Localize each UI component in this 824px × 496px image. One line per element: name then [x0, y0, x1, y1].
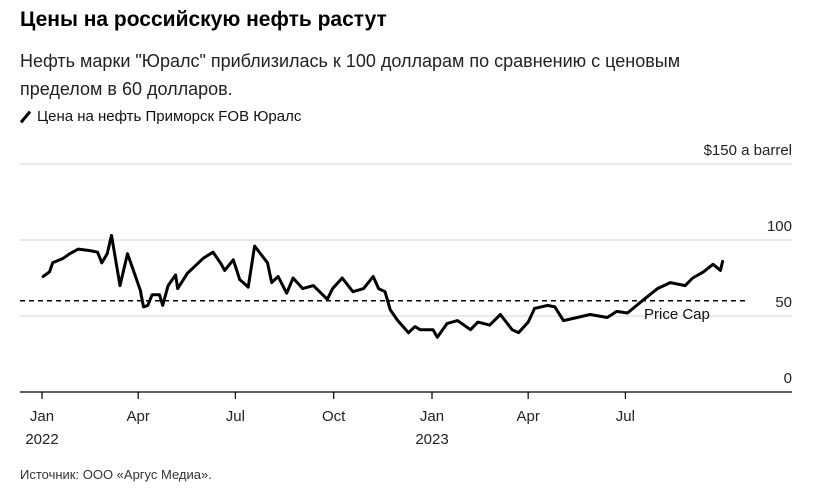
source-note: Источник: ООО «Аргус Медиа».	[20, 467, 212, 482]
price-series-line	[41, 233, 725, 339]
x-tick-year-label: 2023	[415, 431, 448, 448]
x-tick-label: Apr	[516, 408, 539, 425]
y-tick-label: 0	[784, 370, 792, 387]
y-tick-label: $150 a barrel	[704, 142, 792, 159]
x-tick-label: Jan	[420, 408, 444, 425]
x-tick-year-label: 2022	[25, 431, 58, 448]
legend-label: Цена на нефть Приморск FOB Юралс	[37, 108, 302, 125]
chart-title: Цены на российскую нефть растут	[20, 8, 387, 31]
x-tick-label: Oct	[322, 408, 346, 425]
x-tick-label: Jan	[30, 408, 54, 425]
price-cap-label: Price Cap	[644, 306, 710, 323]
y-tick-label: 50	[775, 294, 792, 311]
x-tick-label: Jul	[616, 408, 635, 425]
chart-subtitle: Нефть марки "Юралс" приблизилась к 100 д…	[20, 51, 681, 99]
legend: Цена на нефть Приморск FOB Юралс	[19, 108, 302, 125]
x-tick-label: Jul	[226, 408, 245, 425]
y-tick-label: 100	[767, 218, 792, 235]
x-tick-label: Apr	[126, 408, 149, 425]
